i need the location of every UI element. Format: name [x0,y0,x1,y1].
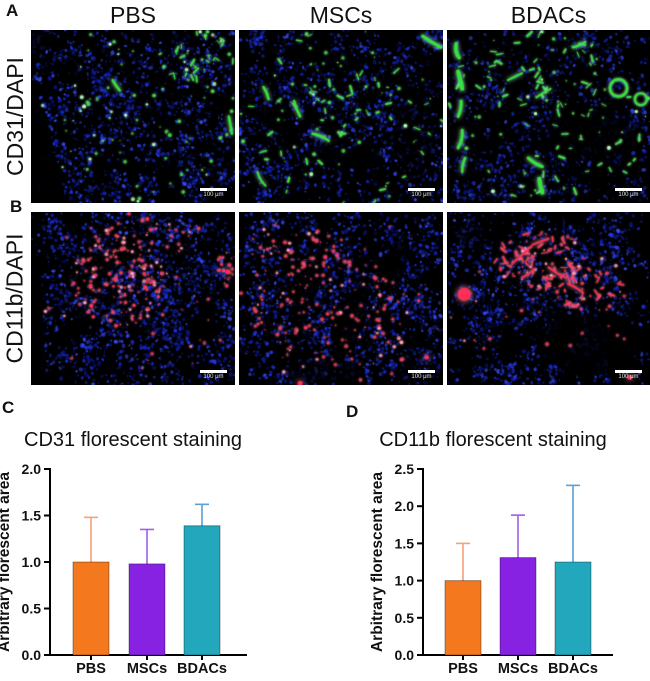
micrograph-tile-cd11b-bdacs: 100 μm [447,212,650,385]
panel-letter-c: C [2,398,15,417]
x-category-label: PBS [448,661,478,677]
micrograph-cd31-bdacs [447,30,650,203]
micrograph-cd11b-bdacs [447,212,650,385]
micrograph-cd31-mscs [239,30,443,203]
micrograph-tile-cd11b-pbs: 100 μm [31,212,235,385]
y-axis-label: Arbitrary florescent area [0,472,13,652]
panel-letter-d: D [346,402,359,421]
row-label-cd31-dapi-text: CD31/DAPI [1,57,28,176]
bar-mscs [128,563,166,656]
bar-pbs [444,580,482,656]
y-tick-label: 0.5 [395,610,415,626]
y-tick-label: 0.0 [395,647,415,663]
x-category-label: MSCs [127,661,167,677]
chart-title: CD31 florescent staining [24,429,242,451]
panel-letter-b: B [10,197,23,216]
bar-mscs [499,557,537,656]
column-header-bdacs: BDACs [510,1,587,28]
y-tick-label: 2.0 [22,461,42,477]
y-tick-label: 1.0 [395,573,415,589]
y-tick-label: 1.5 [395,535,415,551]
bar-bdacs [183,525,221,656]
panel-letter-a: A [6,1,19,20]
y-tick-label: 1.5 [22,508,42,524]
row-label-cd31-dapi: CD31/DAPI [0,30,30,203]
micrograph-cd11b-mscs [239,212,443,385]
x-category-label: MSCs [498,661,538,677]
column-header-pbs: PBS [109,1,157,28]
y-tick-label: 2.5 [395,461,415,477]
row-label-cd11b-dapi-text: CD11b/DAPI [1,233,28,364]
bar-bdacs [554,561,592,656]
y-tick-label: 1.0 [22,554,42,570]
y-tick-label: 0.0 [22,647,42,663]
chart-cd11b-florescent-staining: CD11b florescent staining Arbitrary flore… [369,429,613,677]
x-category-label: BDACs [177,661,227,677]
row-label-cd11b-dapi: CD11b/DAPI [0,212,30,385]
y-tick-label: 0.5 [22,601,42,617]
x-category-label: BDACs [548,661,598,677]
x-category-label: PBS [76,661,106,677]
y-axis-label: Arbitrary florescent area [369,472,386,652]
micrograph-tile-cd31-mscs: 100 μm [239,30,443,203]
micrograph-tile-cd31-bdacs: 100 μm [447,30,650,203]
micrograph-tile-cd31-pbs: 100 μm [31,30,235,203]
y-tick-label: 2.0 [395,498,415,514]
micrograph-cd31-pbs [31,30,235,203]
micrograph-tile-cd11b-mscs: 100 μm [239,212,443,385]
chart-title: CD11b florescent staining [379,429,607,451]
micrograph-cd11b-pbs [31,212,235,385]
chart-cd31-florescent-staining: CD31 florescent staining Arbitrary flores… [0,429,247,677]
column-header-mscs: MSCs [309,1,373,28]
bar-pbs [72,561,110,656]
